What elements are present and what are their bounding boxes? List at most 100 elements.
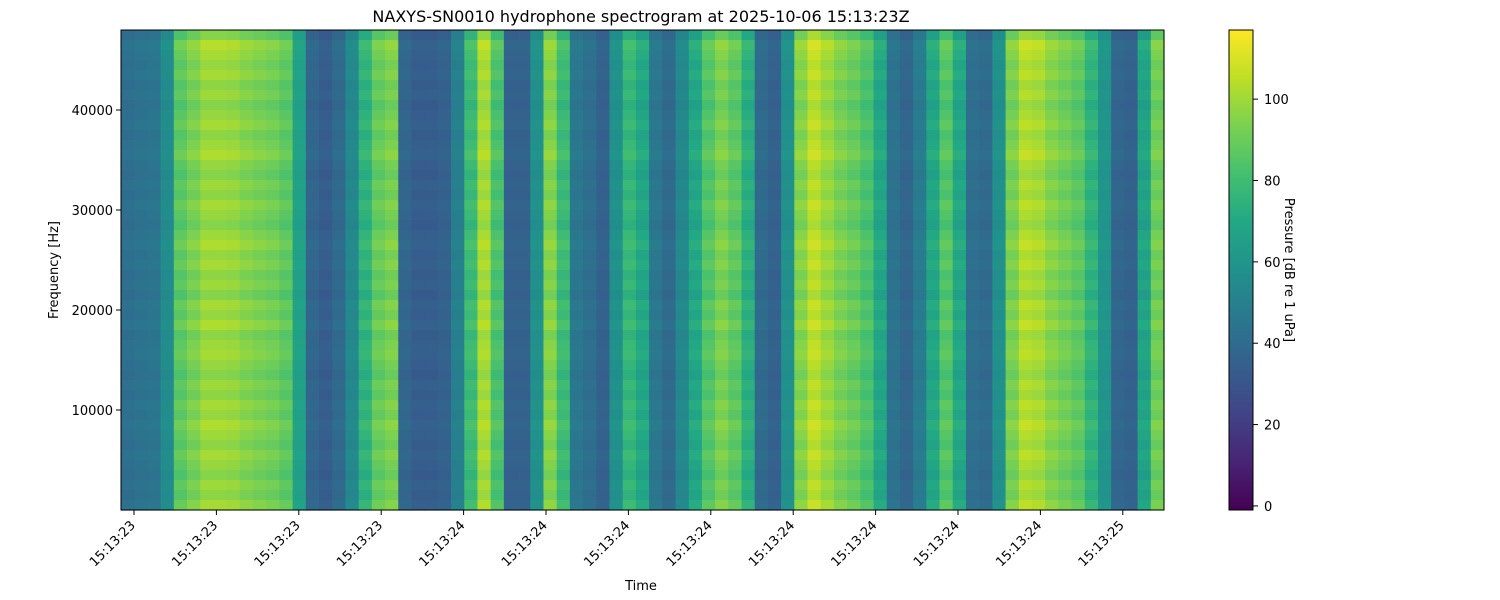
heatmap-cell <box>926 460 941 471</box>
heatmap-cell <box>596 190 611 201</box>
heatmap-cell <box>596 250 611 261</box>
heatmap-cell <box>411 260 426 271</box>
heatmap-cell <box>675 70 690 81</box>
heatmap-cell <box>609 450 624 461</box>
heatmap-cell <box>226 310 241 321</box>
heatmap-cell <box>490 110 505 121</box>
heatmap-cell <box>1097 260 1112 271</box>
heatmap-cell <box>1031 100 1046 111</box>
heatmap-cell <box>1150 320 1165 331</box>
heatmap-cell <box>675 30 690 41</box>
y-tick-label: 10000 <box>72 404 113 419</box>
heatmap-cell <box>596 210 611 221</box>
heatmap-cell <box>213 230 228 241</box>
heatmap-cell <box>596 240 611 251</box>
heatmap-cell <box>464 110 479 121</box>
heatmap-cell <box>767 40 782 51</box>
heatmap-cell <box>213 440 228 451</box>
heatmap-cell <box>569 80 584 91</box>
heatmap-cell <box>147 100 162 111</box>
heatmap-cell <box>675 440 690 451</box>
heatmap-cell <box>1071 370 1086 381</box>
heatmap-cell <box>609 500 624 511</box>
heatmap-cell <box>398 190 413 201</box>
heatmap-cell <box>477 370 492 381</box>
heatmap-cell <box>992 420 1007 431</box>
heatmap-cell <box>820 40 835 51</box>
heatmap-cell <box>398 400 413 411</box>
heatmap-cell <box>781 290 795 301</box>
heatmap-cell <box>992 480 1007 491</box>
heatmap-cell <box>385 220 399 231</box>
heatmap-cell <box>253 180 267 191</box>
heatmap-cell <box>899 40 914 51</box>
heatmap-cell <box>358 290 373 301</box>
heatmap-cell <box>728 410 743 421</box>
heatmap-cell <box>305 430 320 441</box>
heatmap-cell <box>1071 360 1086 371</box>
heatmap-cell <box>807 380 822 391</box>
heatmap-cell <box>833 90 848 101</box>
heatmap-cell <box>992 60 1007 71</box>
heatmap-cell <box>979 250 993 261</box>
heatmap-cell <box>767 470 782 481</box>
x-tick-label: 15:13:23 <box>334 518 386 570</box>
heatmap-cell <box>239 390 254 401</box>
heatmap-cell <box>754 330 769 341</box>
heatmap-cell <box>728 30 743 41</box>
heatmap-cell <box>886 290 901 301</box>
heatmap-cell <box>926 320 941 331</box>
heatmap-cell <box>371 250 386 261</box>
heatmap-cell <box>728 280 743 291</box>
heatmap-cell <box>609 70 624 81</box>
colorbar-tick-label: 100 <box>1264 93 1289 108</box>
heatmap-cell <box>411 460 426 471</box>
heatmap-cell <box>319 220 333 231</box>
heatmap-cell <box>358 450 373 461</box>
heatmap-cell <box>715 60 729 71</box>
heatmap-cell <box>477 430 492 441</box>
heatmap-cell <box>530 40 545 51</box>
heatmap-cell <box>187 370 201 381</box>
heatmap-cell <box>1111 100 1125 111</box>
heatmap-cell <box>701 140 716 151</box>
heatmap-cell <box>913 320 927 331</box>
heatmap-cell <box>477 130 492 141</box>
heatmap-cell <box>939 360 954 371</box>
heatmap-cell <box>635 400 650 411</box>
heatmap-cell <box>794 180 809 191</box>
heatmap-cell <box>688 170 703 181</box>
heatmap-cell <box>873 410 888 421</box>
heatmap-cell <box>160 110 175 121</box>
heatmap-cell <box>688 440 703 451</box>
heatmap-cell <box>187 150 201 161</box>
heatmap-cell <box>1084 60 1099 71</box>
heatmap-cell <box>649 40 663 51</box>
heatmap-cell <box>1111 290 1125 301</box>
heatmap-cell <box>398 500 413 511</box>
heatmap-cell <box>121 440 135 451</box>
heatmap-cell <box>913 360 927 371</box>
heatmap-cell <box>992 360 1007 371</box>
heatmap-cell <box>464 250 479 261</box>
heatmap-cell <box>385 440 399 451</box>
heatmap-cell <box>754 400 769 411</box>
heatmap-cell <box>754 50 769 61</box>
heatmap-cell <box>332 250 347 261</box>
heatmap-cell <box>979 240 993 251</box>
heatmap-cell <box>160 350 175 361</box>
heatmap-cell <box>807 90 822 101</box>
heatmap-cell <box>134 30 148 41</box>
x-tick-label: 15:13:24 <box>829 518 881 570</box>
heatmap-cell <box>1150 80 1165 91</box>
heatmap-cell <box>451 340 465 351</box>
heatmap-cell <box>992 90 1007 101</box>
heatmap-cell <box>728 370 743 381</box>
heatmap-cell <box>556 130 571 141</box>
heatmap-cell <box>1058 330 1073 341</box>
heatmap-cell <box>213 150 228 161</box>
heatmap-cell <box>345 130 360 141</box>
heatmap-cell <box>873 50 888 61</box>
heatmap-cell <box>1137 60 1152 71</box>
heatmap-cell <box>754 420 769 431</box>
